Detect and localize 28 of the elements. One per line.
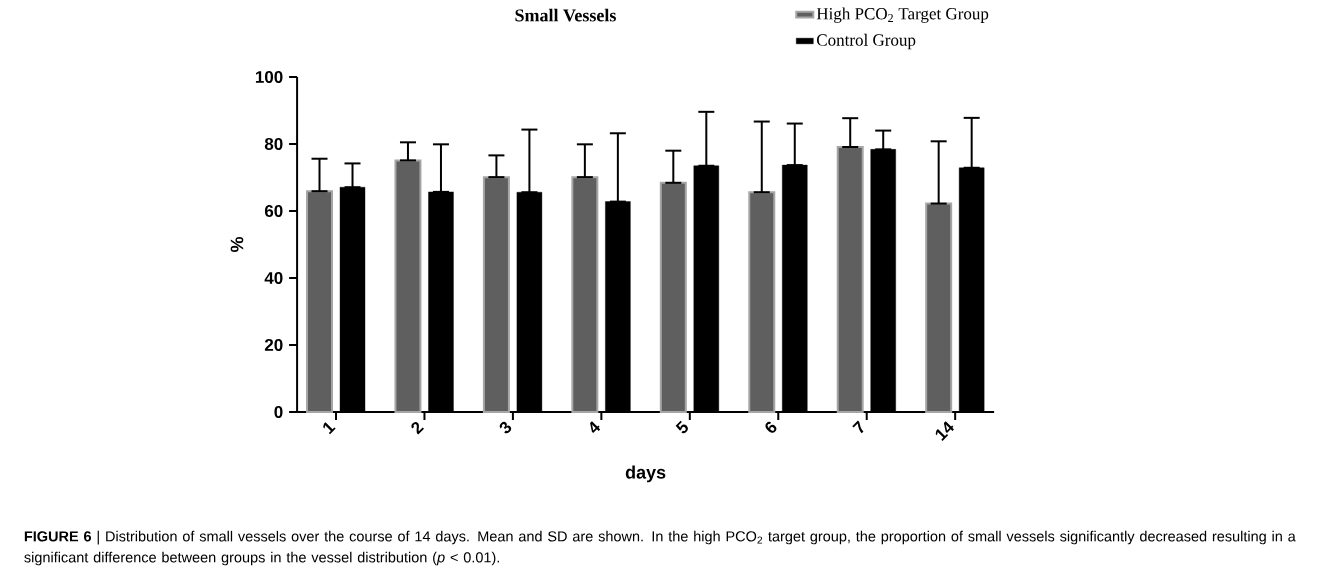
x-tick-label: 2	[411, 421, 425, 435]
chart-title: Small Vessels	[515, 8, 616, 22]
x-tick-label: 5	[675, 420, 688, 434]
y-axis-title: %	[230, 236, 244, 253]
x-tick-label: 14	[935, 421, 954, 441]
bar	[836, 145, 864, 413]
legend-label: Control Group	[817, 33, 916, 50]
bar	[925, 202, 953, 413]
x-tick-label: 3	[499, 421, 512, 434]
y-tick-label: 40	[264, 271, 283, 284]
bar	[571, 176, 599, 413]
legend-label: High PCO$_{2}$ Target Group	[816, 7, 989, 23]
x-tick-label: 1	[323, 422, 336, 435]
y-tick-label: 60	[264, 204, 283, 217]
y-tick-label: 20	[264, 338, 283, 351]
x-tick-label: 4	[590, 421, 601, 434]
text: FIGURE 6 | Distribution of small vessels over the course of 14 days. Mean and SD are shown. In the high PCO$_{2}$ target group, the proportion of small vessels significantly decreased resulting in a significant difference between groups in the vessel distribution (p < 0.01).	[24, 530, 1296, 566]
x-tick-label: 6	[765, 421, 777, 433]
y-tick-label: 0	[274, 405, 283, 418]
bar	[748, 191, 776, 413]
bar	[482, 176, 510, 413]
bar	[306, 190, 334, 413]
bar	[659, 181, 687, 413]
y-tick-label: 80	[264, 137, 283, 150]
x-tick-label: 7	[852, 420, 864, 434]
y-tick-label: 100	[255, 70, 283, 83]
x-axis-title: days	[625, 465, 666, 483]
bar	[394, 159, 422, 413]
